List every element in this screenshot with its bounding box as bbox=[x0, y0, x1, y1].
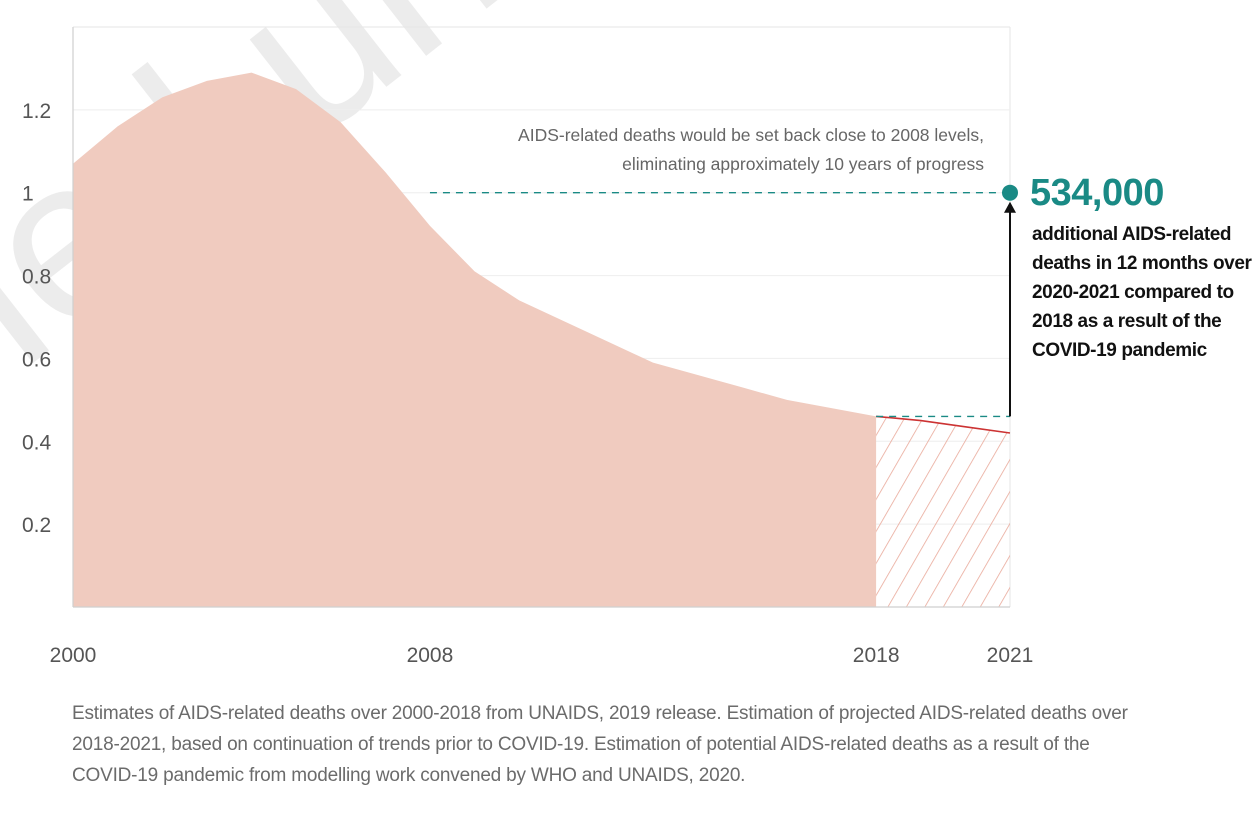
callout-line: additional AIDS-related bbox=[1032, 224, 1232, 245]
estimated-deaths-area bbox=[73, 72, 877, 608]
annotations: AIDS-related deaths would be set back cl… bbox=[518, 125, 984, 174]
y-tick-label: 0.8 bbox=[22, 266, 51, 289]
x-tick-label: 2018 bbox=[853, 644, 900, 667]
callout-text: additional AIDS-related deaths in 12 mon… bbox=[1032, 220, 1252, 365]
x-tick-label: 2000 bbox=[50, 644, 97, 667]
x-tick-label: 2021 bbox=[987, 644, 1034, 667]
callout-line: 2020-2021 compared to bbox=[1032, 282, 1234, 303]
axes: 0.2 0.4 0.6 0.8 1 1.2 2000 2008 2018 2021 bbox=[22, 27, 1033, 667]
annotation-line: AIDS-related deaths would be set back cl… bbox=[518, 125, 984, 145]
x-tick-label: 2008 bbox=[407, 644, 454, 667]
projected-deaths-line bbox=[876, 415, 1011, 434]
reference-lines bbox=[429, 184, 1018, 418]
y-tick-label: 0.4 bbox=[22, 431, 52, 454]
chart-caption: Estimates of AIDS-related deaths over 20… bbox=[72, 703, 1128, 786]
increase-arrow-head bbox=[1004, 201, 1016, 213]
annotation-line: eliminating approximately 10 years of pr… bbox=[622, 154, 984, 174]
y-tick-label: 0.6 bbox=[22, 348, 51, 371]
series-areas bbox=[73, 72, 1011, 608]
callout-line: COVID-19 pandemic bbox=[1032, 340, 1207, 361]
callout-number: 534,000 bbox=[1030, 172, 1164, 214]
y-tick-label: 0.2 bbox=[22, 514, 51, 537]
y-tick-label: 1 bbox=[22, 183, 34, 206]
callout-line: 2018 as a result of the bbox=[1032, 311, 1222, 332]
callout-line: deaths in 12 months over bbox=[1032, 253, 1252, 274]
projected-deaths-hatch bbox=[876, 416, 1010, 607]
highlight-point bbox=[1002, 184, 1018, 201]
y-tick-label: 1.2 bbox=[22, 100, 51, 123]
